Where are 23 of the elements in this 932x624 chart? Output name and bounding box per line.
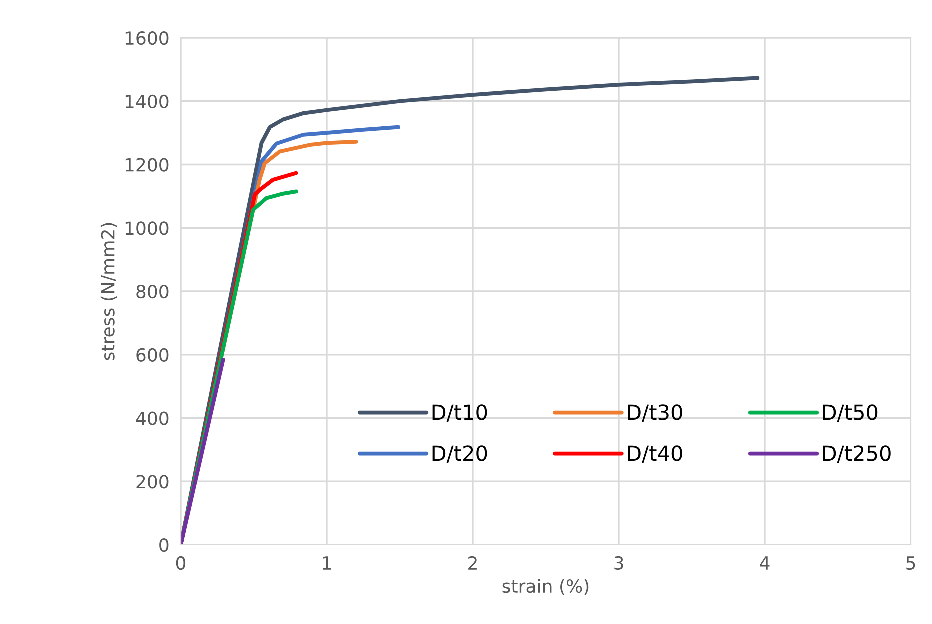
x-tick-label: 4 [760,556,770,570]
legend-label: D/t50 [823,404,878,422]
legend-label: D/t10 [432,404,488,422]
legend-label: D/t250 [823,446,891,464]
y-tick-label: 0 [160,538,169,552]
x-tick-label: 1 [323,556,332,570]
y-tick-label: 800 [136,284,169,299]
y-tick-label: 1200 [126,158,169,172]
y-tick-label: 1400 [126,94,169,108]
y-axis-title: stress (N/mm2) [100,223,118,360]
x-tick-label: 2 [468,556,477,570]
legend-label: D/t30 [628,404,682,422]
y-tick-label: 1000 [126,222,169,236]
legend-label: D/t40 [628,446,682,464]
x-tick-label: 0 [176,556,186,570]
y-tick-label: 200 [136,475,169,489]
legend-label: D/t20 [432,446,488,464]
x-tick-label: 5 [906,556,916,570]
y-tick-label: 1600 [126,31,169,46]
y-tick-label: 400 [136,412,169,426]
x-axis-title: strain (%) [502,579,589,596]
x-tick-label: 3 [614,556,624,570]
y-tick-label: 600 [136,348,169,362]
